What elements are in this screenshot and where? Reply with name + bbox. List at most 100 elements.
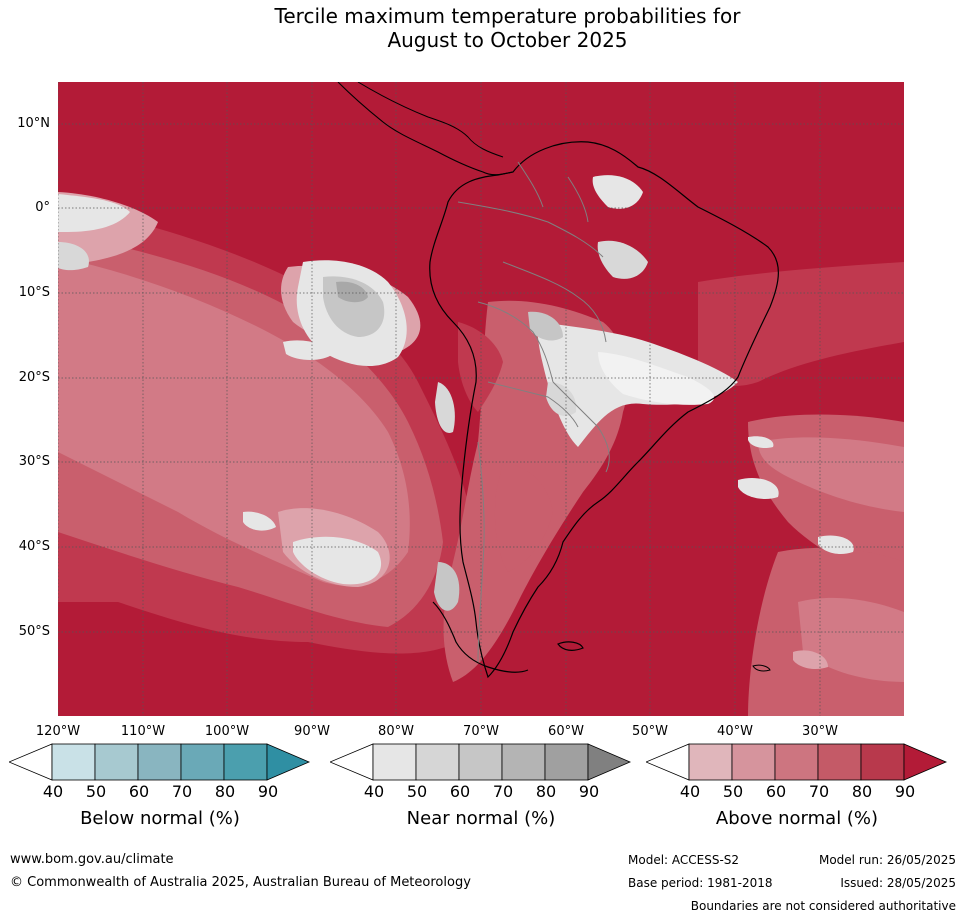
colorbar-above-normal-swatches: [646, 743, 948, 781]
cb-below-swatch-80: [180, 743, 225, 781]
cb-above-tick-70: 70: [808, 782, 830, 801]
cb-near-swatch-high: [587, 743, 632, 781]
region-near-atlantic-4: [793, 650, 828, 670]
graticule: [58, 82, 904, 716]
region-near-peru-offshore-3: [336, 281, 368, 303]
lon-label-60w: 60°W: [548, 724, 584, 739]
cb-above-tick-80: 80: [851, 782, 873, 801]
cb-near-title: Near normal (%): [406, 808, 556, 829]
colorbar-below-normal-swatches: [9, 743, 311, 781]
region-near-southpacific: [293, 536, 382, 585]
forecast-map: [58, 82, 904, 716]
cb-above-tick-90: 90: [894, 782, 916, 801]
lon-label-120w: 120°W: [35, 724, 81, 739]
lat-label-10n: 10°N: [17, 116, 50, 131]
cb-below-swatch-60: [94, 743, 139, 781]
colorbar-near-normal: [330, 742, 632, 782]
footer-disclaimer: Boundaries are not considered authoritat…: [690, 899, 956, 913]
cb-below-tick-90: 90: [257, 782, 279, 801]
cb-near-tick-70: 70: [492, 782, 514, 801]
lat-label-50s: 50°S: [18, 624, 50, 639]
footer-issued: Issued: 28/05/2025: [840, 876, 956, 890]
lon-label-80w: 80°W: [378, 724, 414, 739]
cb-near-swatch-80: [501, 743, 546, 781]
coastline-south-georgia: [752, 664, 771, 672]
cb-near-swatch-50: [372, 743, 417, 781]
coastline-central-america: [337, 82, 514, 176]
cb-near-swatch-90: [544, 743, 589, 781]
coastline-south-america: [429, 141, 779, 679]
footer-model-run: Model run: 26/05/2025: [818, 853, 956, 867]
region-near-equator: [58, 194, 130, 232]
footer-model: Model: ACCESS-S2: [628, 853, 740, 867]
cb-below-tick-80: 80: [214, 782, 236, 801]
cb-above-swatch-70: [774, 743, 819, 781]
lon-label-90w: 90°W: [294, 724, 330, 739]
country-borders: [457, 161, 610, 663]
cb-below-swatch-50: [51, 743, 96, 781]
cb-near-tick-90: 90: [578, 782, 600, 801]
cb-above-swatch-high: [903, 743, 948, 781]
cb-above-title: Above normal (%): [715, 808, 879, 829]
region-land-near-paraguay: [546, 382, 577, 417]
lon-label-40w: 40°W: [717, 724, 753, 739]
colorbar-near-normal-swatches: [330, 743, 632, 781]
coastline-falklands: [557, 641, 584, 651]
region-land-near-amazon: [597, 240, 648, 279]
region-near-atlantic-2: [748, 436, 774, 449]
region-near-equator-2: [58, 242, 89, 271]
cb-above-swatch-50: [688, 743, 733, 781]
region-land-near-guiana: [592, 175, 643, 209]
region-pacific-60: [58, 257, 410, 586]
region-land-near-patagonia: [434, 562, 460, 611]
lon-label-50w: 50°W: [632, 724, 668, 739]
title-line-2: August to October 2025: [387, 28, 628, 52]
cb-near-swatch-60: [415, 743, 460, 781]
region-land-near-central: [528, 311, 563, 341]
region-land-near-chile: [435, 382, 455, 433]
cb-below-tick-60: 60: [128, 782, 150, 801]
lat-label-40s: 40°S: [18, 539, 50, 554]
cb-below-swatch-high: [266, 743, 311, 781]
map-title: Tercile maximum temperature probabilitie…: [0, 4, 965, 52]
lat-label-30s: 30°S: [18, 454, 50, 469]
region-near-southpacific-2: [243, 511, 276, 531]
cb-below-swatch-70: [137, 743, 182, 781]
lon-label-110w: 110°W: [120, 724, 166, 739]
cb-above-swatch-80: [817, 743, 862, 781]
cb-above-tick-50: 50: [722, 782, 744, 801]
footer-copyright: © Commonwealth of Australia 2025, Austra…: [10, 875, 471, 890]
region-land-white-brazil: [598, 352, 715, 405]
cb-above-swatch-low: [646, 743, 690, 781]
cb-near-tick-40: 40: [363, 782, 385, 801]
cb-below-tick-70: 70: [171, 782, 193, 801]
coastline-caribbean: [357, 82, 504, 158]
colorbar-above-normal: [646, 742, 948, 782]
cb-near-swatch-low: [330, 743, 374, 781]
cb-below-swatch-low: [9, 743, 53, 781]
region-land-near-argentina: [494, 462, 553, 572]
cb-near-tick-50: 50: [406, 782, 428, 801]
cb-above-swatch-60: [731, 743, 776, 781]
title-line-1: Tercile maximum temperature probabilitie…: [274, 4, 741, 28]
region-atlantic-60: [758, 437, 904, 512]
footer-base-period: Base period: 1981-2018: [628, 876, 773, 890]
cb-below-swatch-90: [223, 743, 268, 781]
cb-near-tick-80: 80: [535, 782, 557, 801]
lat-label-0: 0°: [35, 200, 50, 215]
colorbar-below-normal: [9, 742, 311, 782]
cb-below-tick-40: 40: [42, 782, 64, 801]
lon-label-100w: 100°W: [204, 724, 250, 739]
cb-above-swatch-90: [860, 743, 905, 781]
footer-website-link[interactable]: www.bom.gov.au/climate: [10, 852, 174, 867]
cb-below-title: Below normal (%): [80, 808, 240, 829]
lon-label-70w: 70°W: [463, 724, 499, 739]
region-near-atlantic-1: [738, 477, 779, 499]
lat-label-20s: 20°S: [18, 370, 50, 385]
region-near-pacific-offshore: [283, 340, 333, 360]
cb-near-tick-60: 60: [449, 782, 471, 801]
cb-above-tick-60: 60: [765, 782, 787, 801]
region-near-atlantic-3: [818, 535, 854, 555]
coastline-tierra-del-fuego: [432, 601, 529, 673]
cb-near-swatch-70: [458, 743, 503, 781]
